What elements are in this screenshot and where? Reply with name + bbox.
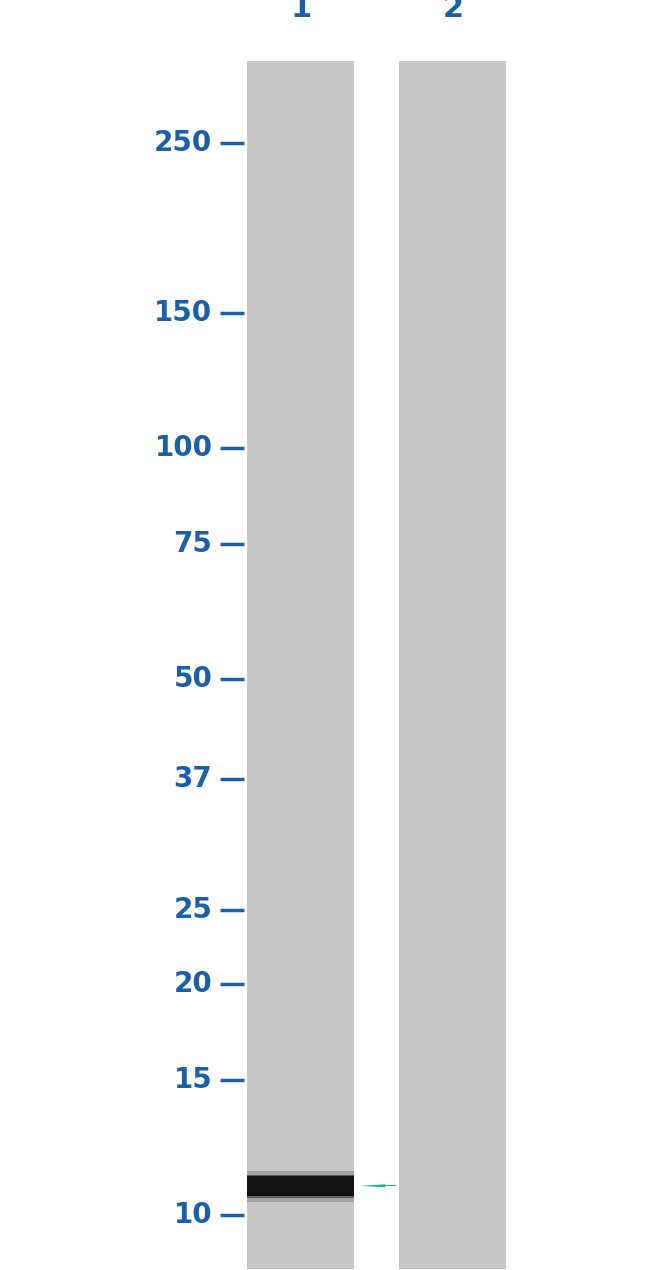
Bar <box>248 1193 354 1198</box>
Polygon shape <box>361 1185 385 1187</box>
Bar <box>248 1196 354 1201</box>
Bar <box>248 1171 354 1176</box>
Text: 15: 15 <box>174 1066 213 1093</box>
Text: 25: 25 <box>174 895 213 923</box>
Bar <box>248 61 354 1269</box>
Text: 2: 2 <box>443 0 463 23</box>
Text: 75: 75 <box>174 530 213 558</box>
Text: 50: 50 <box>174 664 213 693</box>
Text: 100: 100 <box>155 434 213 462</box>
Bar <box>400 61 506 1269</box>
Bar <box>248 1175 354 1180</box>
Text: 37: 37 <box>174 765 213 792</box>
Text: 20: 20 <box>174 970 213 998</box>
Text: 250: 250 <box>154 130 213 157</box>
Bar <box>248 1176 354 1196</box>
Text: 150: 150 <box>154 300 213 328</box>
Text: 10: 10 <box>174 1200 213 1228</box>
Text: 1: 1 <box>291 0 312 23</box>
